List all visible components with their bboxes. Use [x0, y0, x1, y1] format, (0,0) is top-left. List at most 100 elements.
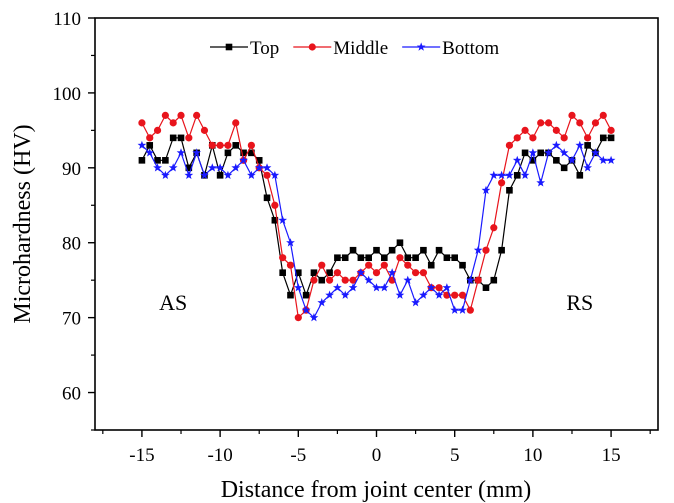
- data-point-middle: [411, 269, 420, 277]
- data-point-middle: [263, 171, 271, 179]
- data-point-bottom: [168, 163, 178, 172]
- data-point-bottom: [551, 140, 561, 150]
- data-point-top: [177, 134, 185, 142]
- data-point-top: [255, 157, 263, 164]
- data-point-bottom: [348, 283, 358, 292]
- data-point-bottom: [505, 170, 514, 180]
- data-point-bottom: [520, 170, 530, 180]
- data-point-middle: [466, 306, 474, 314]
- data-point-top: [420, 246, 427, 254]
- legend-item-top: Top: [210, 38, 279, 59]
- data-point-bottom: [231, 163, 241, 172]
- data-point-middle: [146, 134, 154, 142]
- data-point-bottom: [145, 148, 155, 157]
- data-point-bottom: [395, 290, 405, 299]
- data-point-bottom: [207, 163, 217, 172]
- data-point-top: [373, 246, 380, 254]
- data-point-top: [388, 246, 396, 254]
- data-point-middle: [216, 141, 224, 149]
- data-point-bottom: [356, 268, 366, 277]
- data-point-bottom: [583, 163, 592, 172]
- data-point-bottom: [411, 298, 420, 307]
- data-point-top: [287, 291, 294, 299]
- data-point-top: [443, 254, 451, 262]
- data-point-middle: [161, 111, 169, 119]
- data-point-middle: [318, 261, 326, 269]
- data-point-bottom: [262, 163, 272, 172]
- data-point-bottom: [387, 268, 397, 277]
- data-point-bottom: [372, 283, 381, 292]
- y-tick-label: 90: [62, 159, 81, 180]
- data-point-bottom: [473, 245, 483, 254]
- axis-ticks: -15 -10 -5 0 5 10 15 60 70 80 90 100 110: [53, 9, 651, 466]
- data-point-bottom: [301, 305, 311, 314]
- x-tick-label: -15: [129, 445, 154, 466]
- data-point-bottom: [528, 148, 538, 157]
- data-point-bottom: [137, 140, 147, 150]
- data-point-middle: [208, 141, 216, 149]
- data-point-top: [560, 164, 568, 172]
- data-point-bottom: [293, 283, 303, 292]
- data-point-bottom: [403, 275, 413, 284]
- series-layer: [137, 111, 616, 322]
- legend-label: Bottom: [442, 38, 499, 59]
- data-point-bottom: [317, 298, 327, 307]
- y-tick-label: 60: [62, 384, 81, 405]
- data-point-top: [326, 269, 333, 276]
- data-point-top: [302, 291, 310, 299]
- y-tick-label: 70: [62, 309, 81, 330]
- data-point-top: [341, 254, 349, 262]
- data-point-top: [295, 269, 302, 276]
- data-point-top: [506, 186, 513, 194]
- data-point-middle: [537, 119, 545, 127]
- data-point-top: [584, 142, 591, 149]
- data-point-middle: [232, 119, 240, 127]
- data-point-bottom: [153, 163, 162, 172]
- data-point-middle: [294, 314, 302, 322]
- legend-swatch-marker: [416, 42, 426, 51]
- data-point-bottom: [465, 275, 475, 284]
- data-point-top: [396, 239, 404, 247]
- data-point-top: [427, 261, 435, 269]
- data-point-middle: [153, 126, 162, 134]
- data-point-bottom: [200, 170, 209, 180]
- data-point-middle: [333, 269, 342, 277]
- data-point-top: [240, 149, 247, 157]
- data-point-top: [521, 149, 529, 157]
- legend-swatch-marker: [225, 43, 233, 51]
- data-point-middle: [286, 261, 295, 269]
- data-point-bottom: [379, 283, 389, 292]
- data-point-top: [404, 254, 412, 262]
- data-point-middle: [513, 134, 521, 142]
- data-point-middle: [325, 276, 334, 284]
- data-point-middle: [576, 119, 584, 127]
- data-point-top: [263, 194, 271, 202]
- data-point-middle: [271, 201, 279, 209]
- data-point-bottom: [434, 290, 444, 299]
- data-point-middle: [419, 269, 428, 277]
- data-point-top: [310, 269, 318, 276]
- data-point-top: [185, 164, 193, 172]
- data-point-bottom: [247, 170, 256, 180]
- data-point-top: [224, 149, 232, 157]
- data-point-middle: [349, 276, 357, 284]
- y-axis-title: Microhardness (HV): [10, 124, 36, 323]
- data-point-middle: [169, 119, 177, 127]
- data-point-bottom: [489, 170, 499, 180]
- data-point-middle: [607, 126, 615, 134]
- data-point-bottom: [559, 148, 569, 157]
- data-point-bottom: [184, 170, 194, 180]
- legend-swatch-marker: [308, 43, 316, 51]
- data-point-top: [537, 149, 545, 157]
- annotation-as: AS: [159, 290, 187, 315]
- data-point-bottom: [536, 178, 546, 187]
- data-point-bottom: [481, 185, 491, 195]
- data-point-bottom: [419, 290, 428, 299]
- data-point-top: [154, 157, 161, 164]
- data-point-middle: [552, 126, 560, 134]
- data-point-bottom: [598, 155, 608, 165]
- data-point-top: [318, 276, 326, 284]
- data-point-middle: [482, 246, 490, 254]
- data-point-middle: [529, 134, 537, 142]
